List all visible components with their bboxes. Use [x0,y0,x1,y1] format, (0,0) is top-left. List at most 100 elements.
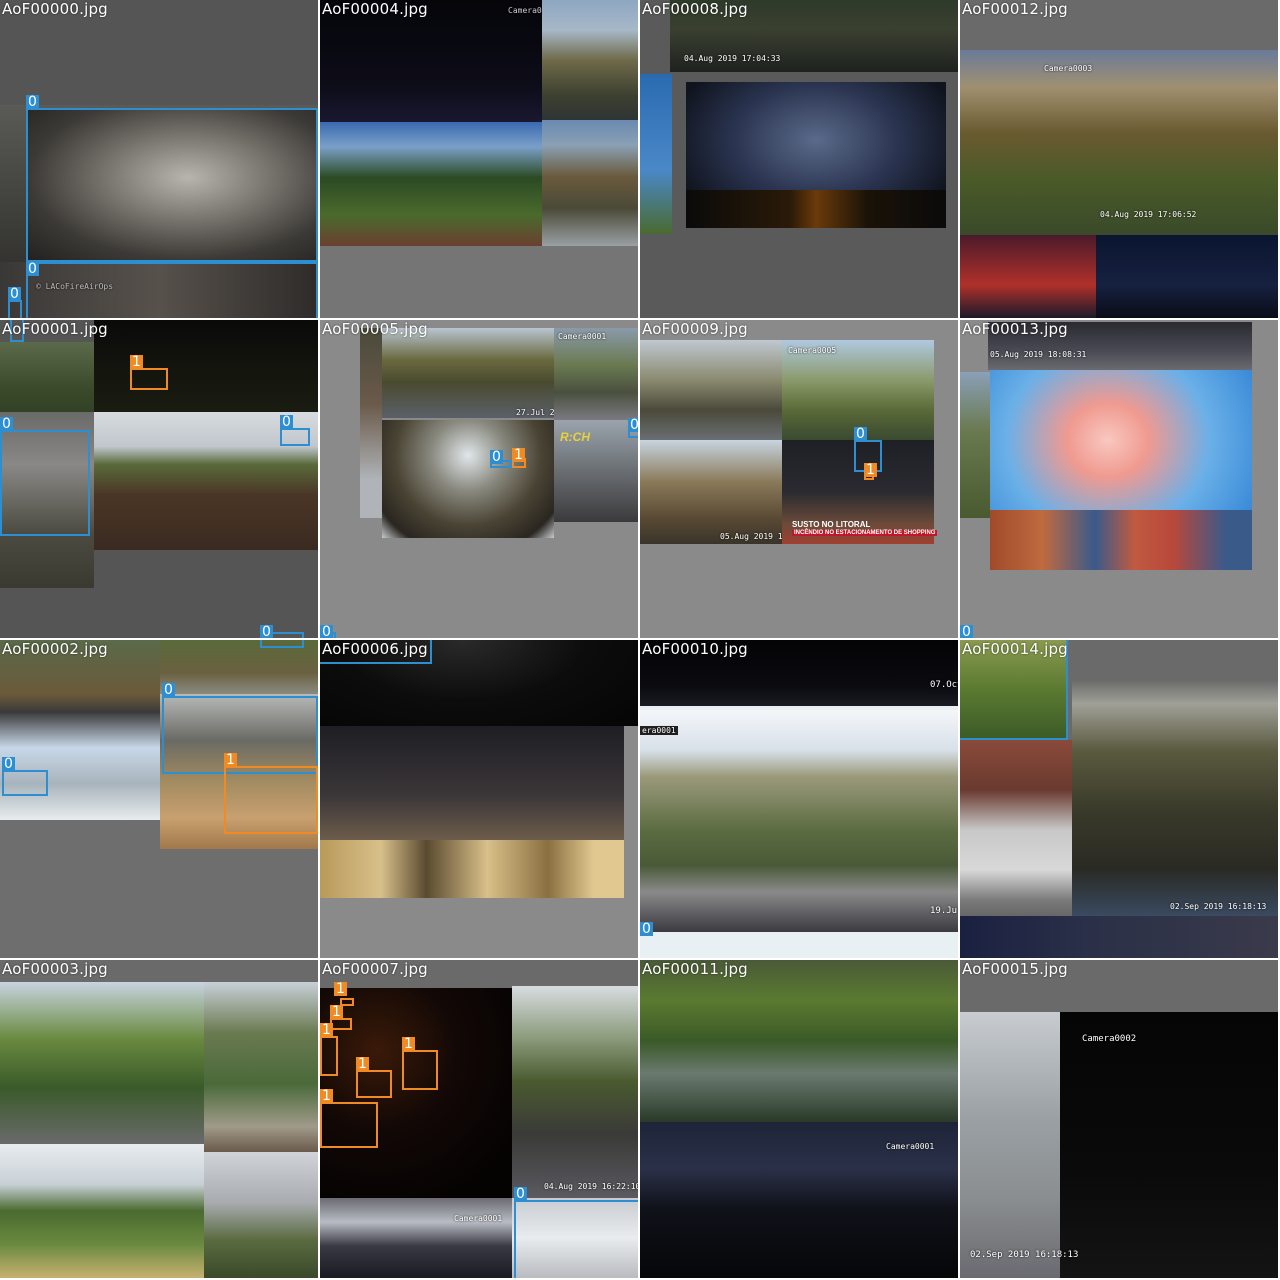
photo-sunny-hills [640,710,958,932]
smoke-class-label: 0 [26,95,39,109]
photo-parking-lot [542,120,638,246]
photo-grass-top [160,640,318,694]
tile-aof00014[interactable]: AoF00014.jpg 02.Sep 2019 16:18:13 [960,640,1278,958]
photo-city-buildings [990,510,1252,570]
photo-brown-hill [640,440,782,544]
photo-foggy-city [960,1012,1060,1278]
camera-label: Camera0003 [1044,64,1092,73]
fire-bbox [402,1050,438,1090]
smoke-class-label: 0 [628,418,638,432]
tile-aof00000[interactable]: AoF00000.jpg © LACoFireAirOps 0 0 0 [0,0,318,318]
photo-red-sky [960,235,1096,318]
timestamp-label: 04.Aug 2019 17:06:52 [1100,210,1196,219]
smoke-class-label: 0 [26,262,39,276]
tile-aof00012[interactable]: AoF00012.jpg Camera0003 04.Aug 2019 17:0… [960,0,1278,318]
fire-bbox [224,766,318,834]
fire-class-label: 1 [334,982,347,996]
smoke-bbox [514,1200,638,1278]
camera-label: Camera0005 [788,346,836,355]
overlay-text: R:CH [560,430,590,444]
smoke-bbox [260,640,304,648]
photo-sky-left [640,74,672,234]
tile-title: AoF00015.jpg [962,960,1068,978]
photo-cloudy-hills [204,1152,318,1278]
photo-parking-right [554,328,638,420]
smoke-bbox [8,300,22,318]
smoke-bbox [26,262,318,318]
tile-title: AoF00004.jpg [322,0,428,18]
tile-aof00007[interactable]: AoF00007.jpg 04.Aug 2019 16:22:10 Camera… [320,960,638,1278]
tile-title: AoF00001.jpg [2,320,108,338]
news-headline: SUSTO NO LITORAL [792,520,870,529]
tile-title: AoF00003.jpg [2,960,108,978]
smoke-class-label: 0 [2,757,15,771]
smoke-class-label: 0 [280,415,293,429]
tile-aof00001[interactable]: AoF00001.jpg 1 0 0 0 [0,320,318,638]
tile-aof00015[interactable]: AoF00015.jpg Camera0002 02.Sep 2019 16:1… [960,960,1278,1278]
photo-dusk-mountain [1072,680,1278,916]
tile-aof00013[interactable]: AoF00013.jpg 05.Aug 2019 18:08:31 0 [960,320,1278,638]
photo-evening-hills [512,986,638,1198]
tile-aof00010[interactable]: AoF00010.jpg 07.Oct 2 era0001 19.Jul 2 0 [640,640,958,958]
smoke-class-label: 0 [854,427,867,441]
photo-lit-buildings [320,840,624,898]
fire-class-label: 1 [356,1057,369,1071]
camera-label: Camera0001 [886,1142,934,1151]
photo-fisheye-hills [382,420,554,538]
fire-class-label: 1 [330,1005,343,1019]
tile-title: AoF00009.jpg [642,320,748,338]
tile-aof00003[interactable]: AoF00003.jpg [0,960,318,1278]
tile-aof00009[interactable]: AoF00009.jpg Camera0005 05.Aug 2019 14:4… [640,320,958,638]
tile-title: AoF00005.jpg [322,320,428,338]
tile-title: AoF00010.jpg [642,640,748,658]
news-subhead: INCÊNDIO NO ESTACIONAMENTO DE SHOPPING [792,530,937,536]
tile-title: AoF00014.jpg [962,640,1068,658]
smoke-class-label: 0 [514,1187,527,1201]
photo-town-lights [686,190,946,228]
timestamp-label: 02.Sep 2019 16:18:13 [970,1250,1078,1260]
photo-night-sky [320,0,542,122]
photo-dusk-horizon [320,1198,512,1278]
tile-title: AoF00000.jpg [2,0,108,18]
photo-valley-smoke [640,340,782,440]
smoke-class-label: 0 [8,287,21,301]
tile-aof00008[interactable]: AoF00008.jpg 04.Aug 2019 17:04:33 [640,0,958,318]
photo-lake-valley [640,960,958,1122]
photo-tree-car [0,1144,204,1278]
tile-aof00006[interactable]: AoF00006.jpg [320,640,638,958]
smoke-class-label: 0 [162,683,175,697]
timestamp-label: 02.Sep 2019 16:18:13 [1170,902,1266,911]
photo-night-field [94,320,318,412]
camera-label: Camera0001 [454,1214,502,1223]
photo-park-path [0,982,204,1144]
tile-aof00011[interactable]: AoF00011.jpg Camera0001 [640,960,958,1278]
tile-aof00005[interactable]: AoF00005.jpg 27.Jul 2019 Camera0001 R:CH… [320,320,638,638]
tile-title: AoF00008.jpg [642,0,748,18]
timestamp-label: 05.Aug 2019 18:08:31 [990,350,1086,359]
fire-class-label: 1 [864,463,877,477]
fire-class-label: 1 [320,1089,333,1103]
photo-bottom-dark [960,916,1278,958]
fire-class-label: 1 [224,753,237,767]
tile-title: AoF00002.jpg [2,640,108,658]
timestamp-label: 04.Aug 2019 16:22:10 [544,1182,638,1191]
smoke-bbox [0,430,90,536]
photo-hills [542,0,638,120]
fire-class-label: 1 [512,448,525,462]
photo-valley-parking [382,328,554,418]
photo-park-trees [320,122,542,246]
camera-label: Camera0002 [1082,1034,1136,1044]
smoke-bbox [162,696,318,774]
tile-aof00002[interactable]: AoF00002.jpg 0 0 1 [0,640,318,958]
fire-class-label: 1 [320,1023,333,1037]
tile-aof00004[interactable]: AoF00004.jpg Camera0001 [320,0,638,318]
photo-night-lamps [1096,235,1278,318]
photo-night-dark [1060,1012,1278,1278]
fire-class-label: 1 [402,1037,415,1051]
camera-label: era0001 [640,726,678,735]
fire-bbox [356,1070,392,1098]
timestamp-label: 07.Oct 2 [930,680,958,690]
fire-bbox [320,1036,338,1076]
smoke-class-label: 0 [0,417,13,431]
